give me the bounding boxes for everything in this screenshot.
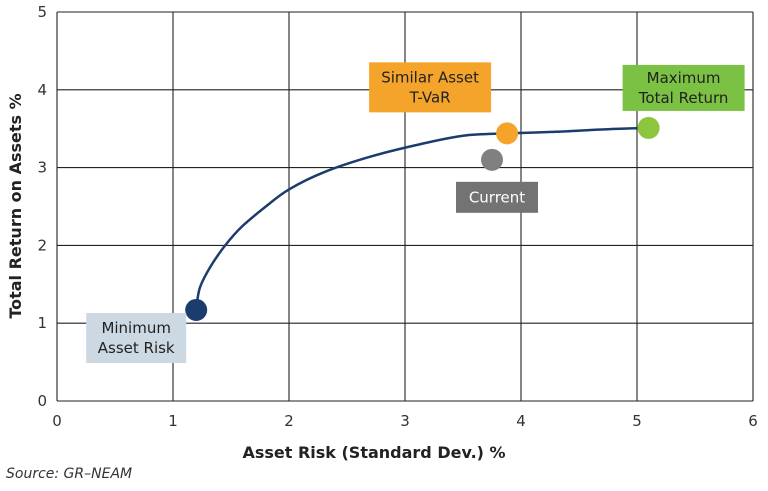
annotation-box-bg bbox=[622, 64, 745, 111]
source-note: Source: GR–NEAM bbox=[6, 466, 133, 482]
y-axis-title: Total Return on Assets % bbox=[6, 93, 25, 318]
x-tick-label: 4 bbox=[516, 412, 526, 430]
y-tick-label: 3 bbox=[37, 159, 47, 177]
x-axis-title: Asset Risk (Standard Dev.) % bbox=[242, 443, 505, 462]
x-tick-label: 0 bbox=[52, 412, 62, 430]
annotation-box: Current bbox=[456, 181, 538, 213]
annotation-text: Current bbox=[469, 188, 525, 206]
annotation-text: Similar Asset bbox=[381, 68, 479, 86]
x-tick-label: 2 bbox=[284, 412, 294, 430]
annotation-box: Similar Asset T-VaR bbox=[369, 62, 492, 113]
data-point-marker bbox=[481, 148, 503, 171]
x-tick-label: 1 bbox=[168, 412, 178, 430]
x-tick-label: 5 bbox=[632, 412, 642, 430]
tick-labels: 0 1 2 3 4 5 6 0 1 2 3 4 5 bbox=[37, 3, 757, 430]
frontier-line bbox=[194, 126, 649, 311]
annotation-text: Total Return bbox=[638, 89, 729, 107]
data-point-marker bbox=[637, 116, 660, 139]
annotation-box: Maximum Total Return bbox=[622, 64, 745, 111]
x-tick-label: 6 bbox=[748, 412, 758, 430]
x-tick-label: 3 bbox=[400, 412, 410, 430]
annotation-text: Maximum bbox=[647, 69, 721, 87]
annotation-text: Minimum bbox=[101, 319, 171, 337]
y-tick-label: 1 bbox=[37, 314, 47, 332]
annotation-box: Minimum Asset Risk bbox=[86, 312, 187, 363]
y-tick-label: 5 bbox=[37, 3, 47, 21]
annotation-text: Asset Risk bbox=[98, 339, 175, 357]
y-tick-label: 2 bbox=[37, 236, 47, 254]
annotation-labels: Minimum Asset Risk Similar Asset T-VaR Curre… bbox=[86, 62, 745, 363]
annotation-box-bg bbox=[456, 181, 538, 213]
annotation-box-bg bbox=[369, 62, 492, 113]
frontier-curve-layer bbox=[194, 126, 649, 311]
markers bbox=[185, 116, 660, 321]
y-tick-label: 4 bbox=[37, 81, 47, 99]
data-point-marker bbox=[496, 122, 519, 145]
data-point-marker bbox=[185, 298, 208, 321]
annotation-text: T-VaR bbox=[409, 88, 451, 106]
y-tick-label: 0 bbox=[37, 392, 47, 410]
annotation-box-bg bbox=[86, 312, 187, 363]
